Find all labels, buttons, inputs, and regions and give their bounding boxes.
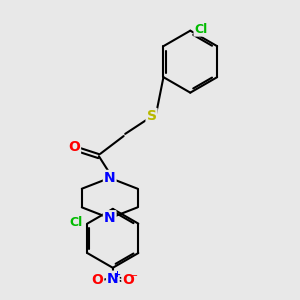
Text: O: O	[122, 273, 134, 287]
Text: O: O	[92, 273, 103, 287]
Text: N: N	[104, 171, 116, 185]
Text: N: N	[107, 272, 118, 286]
Text: Cl: Cl	[69, 216, 82, 229]
Text: +: +	[113, 270, 120, 279]
Text: −: −	[130, 271, 138, 281]
Text: Cl: Cl	[194, 22, 208, 36]
Text: S: S	[146, 109, 157, 123]
Text: O: O	[68, 140, 80, 154]
Text: N: N	[104, 211, 116, 225]
